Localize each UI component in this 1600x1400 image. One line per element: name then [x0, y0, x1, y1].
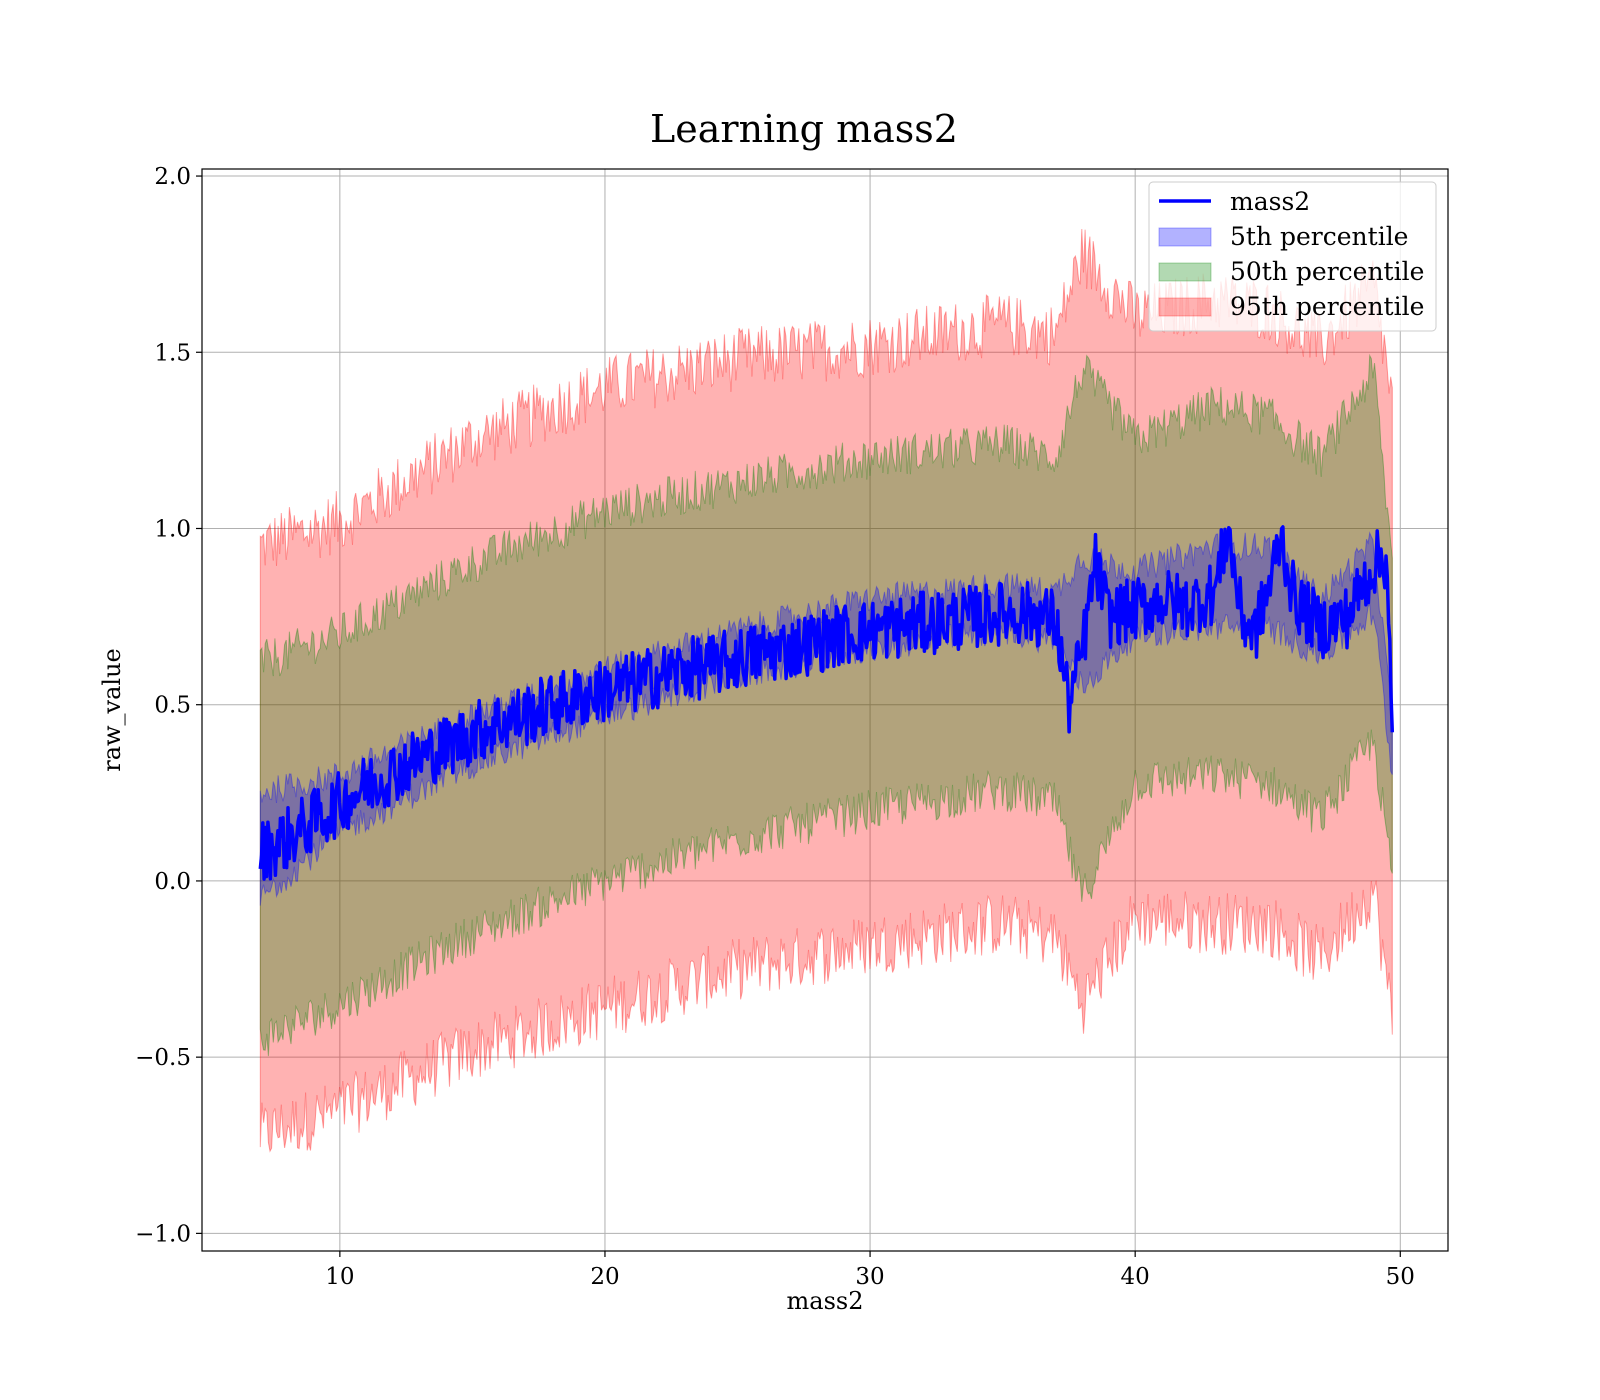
y-tick-label-3: 0.5 — [154, 693, 191, 719]
legend-swatch-95th-percentile — [1158, 297, 1212, 317]
x-tick-label-4: 50 — [1386, 1264, 1415, 1290]
y-axis-ticks: −1.0 −0.5 0.0 0.5 1.0 1.5 2.0 — [135, 164, 202, 1247]
y-tick-label-2: 0.0 — [154, 869, 191, 895]
y-axis-label: raw_value — [98, 648, 126, 772]
y-tick-label-6: 2.0 — [154, 164, 191, 190]
band-95th-percentile — [259, 228, 1393, 1153]
mass2-line-layer — [258, 525, 1395, 881]
plot-frame — [201, 168, 1449, 1252]
grid — [202, 169, 1448, 1251]
legend-label-5th-percentile: 5th percentile — [1230, 222, 1408, 251]
y-tick-label-4: 1.0 — [154, 516, 191, 542]
x-axis-label: mass2 — [787, 1287, 864, 1315]
x-tick-label-3: 40 — [1121, 1264, 1150, 1290]
legend-label-mass2: mass2 — [1230, 187, 1310, 216]
x-tick-label-0: 10 — [325, 1264, 354, 1290]
chart-title: Learning mass2 — [650, 107, 958, 151]
legend-swatch-5th-percentile — [1158, 227, 1212, 247]
legend-label-95th-percentile: 95th percentile — [1230, 292, 1424, 321]
x-axis-ticks: 10 20 30 40 50 — [325, 1251, 1415, 1290]
legend-label-50th-percentile: 50th percentile — [1230, 257, 1424, 286]
x-tick-label-1: 20 — [590, 1264, 619, 1290]
y-tick-label-1: −0.5 — [135, 1045, 191, 1071]
legend-swatch-50th-percentile — [1158, 262, 1212, 282]
y-tick-label-0: −1.0 — [135, 1221, 191, 1247]
x-tick-label-2: 30 — [855, 1264, 884, 1290]
legend: mass2 5th percentile 50th percentile 95t… — [1148, 181, 1437, 332]
band-50th-percentile — [259, 353, 1393, 1057]
y-tick-label-5: 1.5 — [154, 340, 191, 366]
mass2-line — [258, 525, 1395, 881]
percentile-bands — [259, 228, 1393, 1153]
legend-frame — [1148, 181, 1437, 332]
